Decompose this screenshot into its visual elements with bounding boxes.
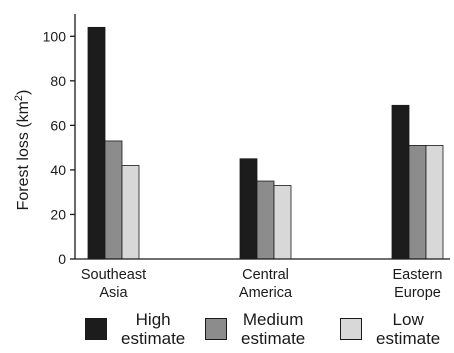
bar (273, 185, 292, 260)
bar (121, 165, 140, 260)
bar (425, 145, 444, 260)
legend-label: High estimate (121, 310, 186, 348)
y-axis-title: Forest loss (km2) (13, 90, 32, 211)
y-tick-label: 0 (58, 251, 66, 267)
y-tick-label: 40 (50, 162, 66, 178)
legend-swatch (85, 318, 107, 340)
x-category-label: Central America (239, 267, 293, 301)
bar (87, 26, 106, 260)
legend: High estimate Medium estimate Low estimate (0, 310, 454, 353)
y-tick-label: 60 (50, 117, 66, 133)
legend-item: Low estimate (340, 310, 440, 348)
bar-chart: Forest loss (km2) 0 20 40 60 80 100 Southeast… (13, 14, 450, 301)
y-axis-ticks: 0 20 40 60 80 100 (43, 28, 75, 267)
bar (239, 158, 258, 260)
bar (256, 180, 275, 260)
y-tick-label: 80 (50, 73, 66, 89)
y-tick-label: 100 (43, 28, 67, 44)
bar (104, 140, 123, 260)
legend-label: Low estimate (376, 310, 441, 348)
legend-swatch (205, 318, 227, 340)
legend-item: High estimate (85, 310, 185, 348)
x-category-label: Eastern Europe (393, 267, 443, 301)
x-category-label: Southeast Asia (81, 267, 146, 301)
x-axis-labels: Southeast Asia Central America Eastern Europe (81, 267, 443, 301)
bar (408, 145, 427, 260)
svg-text:Forest loss (km2): Forest loss (km2) (13, 90, 32, 211)
y-axis-title-suffix: ) (15, 90, 32, 95)
y-tick-label: 20 (50, 206, 66, 222)
bars-group (87, 26, 444, 260)
y-axis-title-superscript: 2 (13, 95, 25, 101)
legend-swatch (340, 318, 362, 340)
legend-item: Medium estimate (205, 310, 305, 348)
legend-label: Medium estimate (241, 310, 306, 348)
bar (391, 104, 410, 260)
y-axis-title-main: Forest loss (km (15, 101, 32, 210)
